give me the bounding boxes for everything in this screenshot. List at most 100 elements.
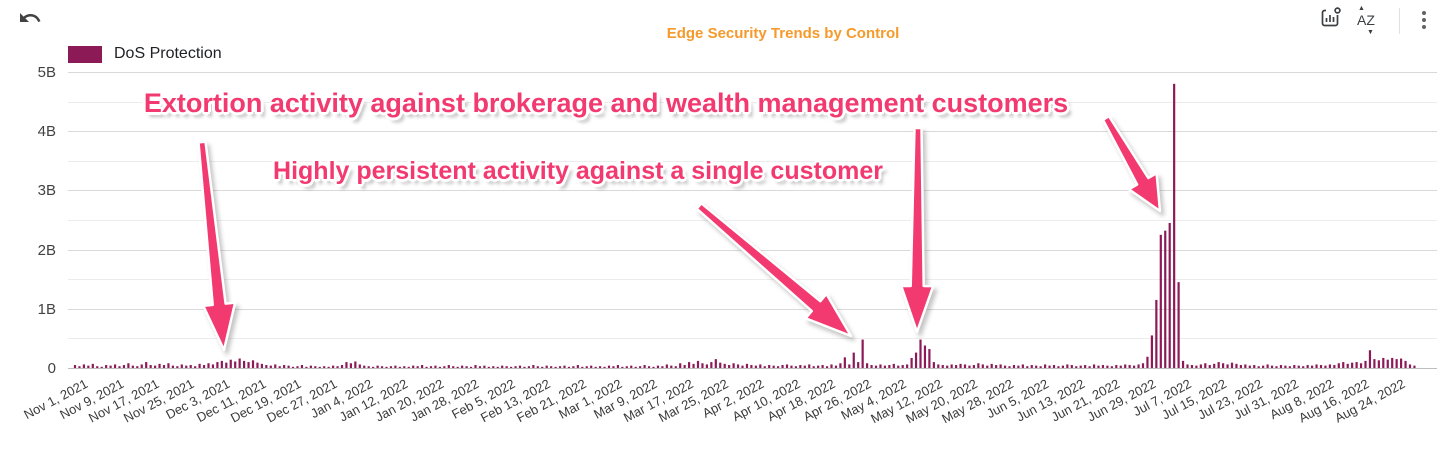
bar: [563, 365, 566, 368]
bar: [647, 366, 651, 368]
bar: [1124, 364, 1127, 368]
bar: [728, 365, 731, 368]
bar: [154, 365, 157, 368]
bar: [314, 366, 317, 368]
bar: [118, 366, 121, 368]
bar: [398, 366, 401, 368]
bar: [919, 339, 922, 368]
bar: [1012, 365, 1016, 368]
bar: [656, 365, 660, 368]
bar: [621, 366, 624, 368]
bar: [612, 366, 615, 368]
bar: [723, 363, 726, 368]
major-gridline: [68, 72, 1437, 73]
bar: [421, 365, 424, 368]
bar: [567, 366, 571, 368]
bar: [825, 366, 829, 368]
bar: [968, 365, 971, 368]
bar: [1404, 360, 1407, 368]
bar: [1395, 359, 1398, 368]
bar: [866, 363, 869, 368]
bar: [1266, 364, 1269, 368]
sort-button[interactable]: ▲ AZ ▼: [1352, 5, 1380, 36]
major-gridline: [68, 131, 1437, 133]
bar: [438, 366, 441, 368]
bar: [380, 366, 384, 368]
bar: [861, 339, 864, 368]
bar: [363, 365, 366, 368]
bar: [1239, 365, 1242, 368]
bar: [777, 366, 780, 368]
bar: [256, 362, 259, 368]
bar: [670, 365, 673, 368]
bar: [741, 365, 744, 368]
bar: [1217, 362, 1220, 368]
bar: [1106, 365, 1109, 368]
bar: [145, 362, 148, 368]
bar: [1204, 363, 1207, 368]
y-axis-label: 1B: [37, 300, 56, 318]
bar: [1075, 366, 1078, 368]
more-options-button[interactable]: [1410, 6, 1438, 34]
bar: [523, 366, 526, 368]
bar: [639, 366, 642, 368]
bar: [688, 362, 691, 368]
bar: [848, 364, 851, 368]
toolbar-divider: [1399, 8, 1400, 34]
bar: [389, 366, 393, 368]
bar: [251, 360, 255, 368]
bar: [1150, 335, 1153, 368]
chart-settings-button[interactable]: [1316, 6, 1344, 34]
bar: [1066, 364, 1069, 368]
bar: [149, 365, 152, 368]
bar: [1008, 366, 1011, 368]
bar: [434, 365, 437, 368]
bar: [995, 365, 998, 368]
bar: [291, 366, 295, 368]
bar: [229, 359, 232, 368]
bar: [1213, 363, 1216, 368]
bar: [1097, 365, 1100, 368]
bar: [1208, 365, 1211, 368]
bar: [345, 362, 348, 368]
sort-az-icon: ▲ AZ ▼: [1357, 5, 1375, 36]
bar: [367, 366, 370, 368]
bar: [754, 365, 757, 368]
undo-button[interactable]: [16, 6, 44, 34]
bar: [785, 364, 789, 368]
bar: [599, 366, 602, 368]
bar: [216, 362, 219, 368]
bar: [1413, 365, 1416, 368]
bar: [73, 365, 77, 368]
bar: [510, 366, 513, 368]
bar: [1319, 365, 1323, 368]
bar: [1324, 365, 1327, 368]
bar: [1315, 364, 1318, 368]
bar: [1382, 357, 1385, 368]
bar: [892, 363, 895, 368]
bar: [483, 365, 486, 368]
bar: [456, 366, 459, 368]
bar: [710, 362, 713, 368]
chart-settings-icon: [1317, 5, 1343, 36]
bar: [287, 365, 290, 368]
bar: [234, 361, 237, 368]
bar: [332, 365, 335, 368]
bar: [1364, 360, 1367, 368]
bar: [140, 364, 143, 368]
bar: [167, 363, 170, 368]
bar: [87, 365, 90, 368]
bar: [999, 364, 1002, 368]
bar: [492, 366, 495, 368]
bar: [340, 365, 344, 368]
bar: [189, 365, 192, 368]
bar: [1146, 356, 1149, 368]
bar: [1351, 362, 1354, 368]
annotation-text: Extortion activity against brokerage and…: [143, 88, 1069, 118]
bar: [412, 365, 415, 368]
minor-gridline: [68, 338, 1437, 340]
bar: [946, 365, 949, 368]
sort-down-arrow-icon: ▼: [1367, 29, 1374, 36]
bar: [1293, 365, 1296, 368]
bar: [1088, 366, 1091, 368]
